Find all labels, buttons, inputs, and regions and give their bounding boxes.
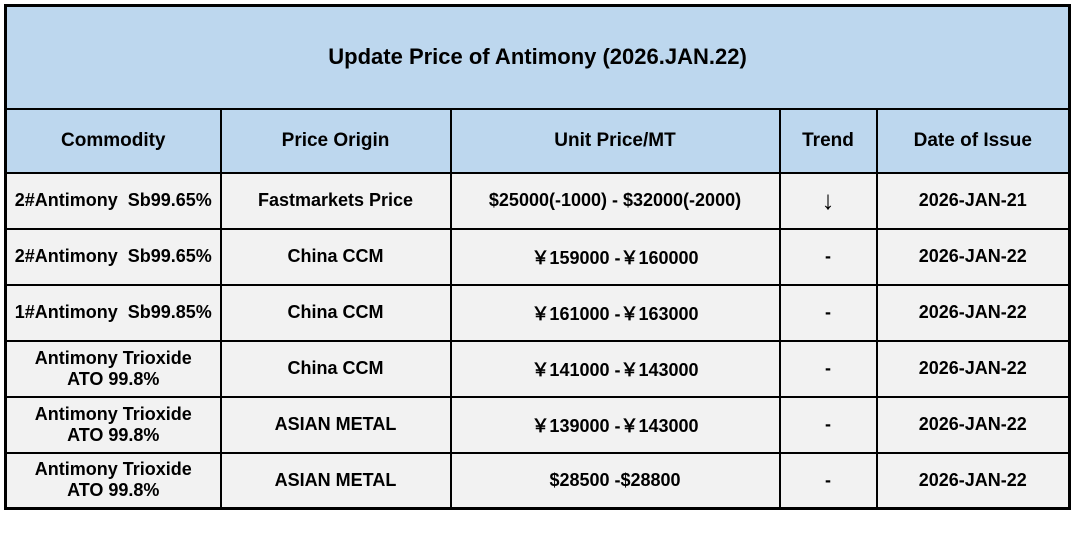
- commodity-cell: 1#Antimony Sb99.85%: [4, 283, 222, 342]
- column-header-unit-price: Unit Price/MT: [449, 107, 781, 174]
- column-header-trend: Trend: [778, 107, 878, 174]
- table-row: 2#Antimony Sb99.65% Fastmarkets Price $2…: [4, 171, 1071, 230]
- price-origin-cell: ASIAN METAL: [219, 451, 452, 510]
- trend-dash: -: [825, 469, 831, 490]
- commodity-cell: Antimony Trioxide ATO 99.8%: [4, 451, 222, 510]
- unit-price-cell: $25000(-1000) - $32000(-2000): [449, 171, 781, 230]
- trend-cell: -: [778, 339, 878, 398]
- column-header-date-of-issue: Date of Issue: [875, 107, 1071, 174]
- unit-price-cell: ￥141000 -￥143000: [449, 339, 781, 398]
- trend-dash: -: [825, 302, 831, 322]
- unit-price-cell: ￥139000 -￥143000: [449, 395, 781, 454]
- date-of-issue-cell: 2026-JAN-21: [875, 171, 1071, 230]
- header-row: Commodity Price Origin Unit Price/MT Tre…: [4, 107, 1071, 174]
- unit-price-cell: $28500 -$28800: [449, 451, 781, 510]
- trend-cell: ↓: [778, 171, 878, 230]
- trend-cell: -: [778, 395, 878, 454]
- price-origin-cell: Fastmarkets Price: [219, 171, 452, 230]
- price-origin-cell: ASIAN METAL: [219, 395, 452, 454]
- trend-dash: -: [825, 358, 831, 378]
- unit-price-cell: ￥159000 -￥160000: [449, 227, 781, 286]
- trend-cell: -: [778, 283, 878, 342]
- trend-dash: -: [825, 246, 831, 266]
- commodity-cell: 2#Antimony Sb99.65%: [4, 227, 222, 286]
- antimony-price-table: Update Price of Antimony (2026.JAN.22) C…: [4, 4, 1072, 510]
- commodity-cell: 2#Antimony Sb99.65%: [4, 171, 222, 230]
- table-row: Antimony Trioxide ATO 99.8% ASIAN METAL …: [4, 395, 1071, 454]
- table-row: 2#Antimony Sb99.65% China CCM ￥159000 -￥…: [4, 227, 1071, 286]
- price-origin-cell: China CCM: [219, 283, 452, 342]
- table-row: 1#Antimony Sb99.85% China CCM ￥161000 -￥…: [4, 283, 1071, 342]
- price-origin-cell: China CCM: [219, 227, 452, 286]
- arrow-down-icon: ↓: [821, 185, 835, 215]
- unit-price-cell: ￥161000 -￥163000: [449, 283, 781, 342]
- trend-dash: -: [825, 414, 831, 434]
- trend-cell: -: [778, 227, 878, 286]
- price-origin-cell: China CCM: [219, 339, 452, 398]
- title-row: Update Price of Antimony (2026.JAN.22): [4, 4, 1071, 110]
- date-of-issue-cell: 2026-JAN-22: [875, 227, 1071, 286]
- page-title: Update Price of Antimony (2026.JAN.22): [4, 4, 1071, 110]
- column-header-commodity: Commodity: [4, 107, 222, 174]
- commodity-cell: Antimony Trioxide ATO 99.8%: [4, 339, 222, 398]
- commodity-cell: Antimony Trioxide ATO 99.8%: [4, 395, 222, 454]
- trend-cell: -: [778, 451, 878, 510]
- date-of-issue-cell: 2026-JAN-22: [875, 283, 1071, 342]
- column-header-price-origin: Price Origin: [219, 107, 452, 174]
- date-of-issue-cell: 2026-JAN-22: [875, 395, 1071, 454]
- date-of-issue-cell: 2026-JAN-22: [875, 451, 1071, 510]
- date-of-issue-cell: 2026-JAN-22: [875, 339, 1071, 398]
- table-row: Antimony Trioxide ATO 99.8% ASIAN METAL …: [4, 451, 1071, 510]
- table-row: Antimony Trioxide ATO 99.8% China CCM ￥1…: [4, 339, 1071, 398]
